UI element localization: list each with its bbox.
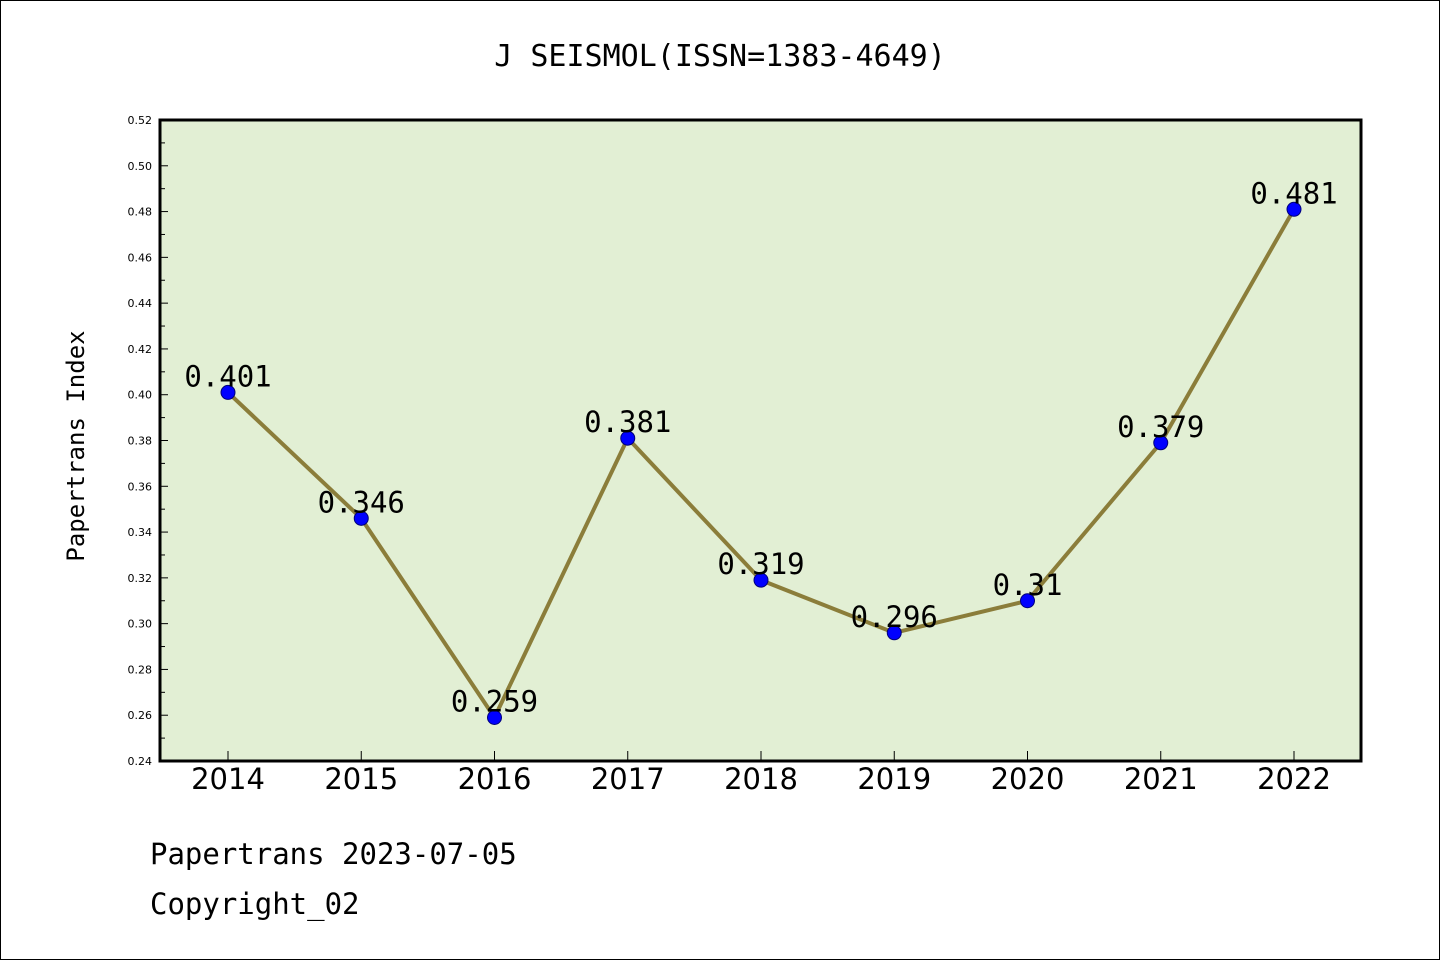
y-tick-label: 0.36: [128, 480, 153, 493]
y-tick-label: 0.32: [128, 572, 153, 585]
x-tick-label: 2018: [724, 762, 798, 796]
y-tick-label: 0.30: [128, 618, 153, 631]
y-tick-label: 0.46: [128, 251, 153, 264]
data-label-2022: 0.481: [1250, 176, 1337, 210]
data-point-2022: [1286, 201, 1302, 217]
data-labels-group: 0.401 0.346 0.259 0.381 0.319 0.296 0.31 0.379 0…: [184, 176, 1337, 718]
y-tick-label: 0.52: [128, 114, 153, 127]
data-point-2015: [353, 510, 369, 526]
y-tick-label: 0.34: [128, 526, 153, 539]
x-axis: 2014 2015 2016 2017 2018 2019 2020 2021 2022: [191, 751, 1331, 796]
data-label-2017: 0.381: [584, 405, 671, 439]
x-tick-label: 2016: [458, 762, 532, 796]
y-axis: 0.24 0.26 0.28 0.30 0.32 0.34 0.36 0.38 0.40 0.42…: [128, 114, 168, 768]
data-point-2016: [487, 710, 502, 726]
footer-date: Papertrans 2023-07-05: [150, 837, 517, 871]
y-tick-label: 0.44: [128, 297, 153, 310]
data-point-2021: [1153, 435, 1169, 451]
data-point-2019: [886, 625, 902, 641]
x-tick-label: 2021: [1124, 762, 1198, 796]
y-tick-label: 0.50: [128, 160, 153, 173]
x-tick-label: 2022: [1257, 762, 1331, 796]
y-tick-label: 0.28: [128, 663, 153, 676]
plot-border: [158, 118, 1363, 763]
data-label-2014: 0.401: [184, 359, 271, 393]
series-line-group: [220, 201, 1302, 726]
footer-copyright: Copyright_02: [150, 887, 360, 922]
data-point-2018: [753, 572, 769, 588]
data-label-2018: 0.319: [717, 547, 804, 581]
data-label-2020: 0.31: [993, 568, 1063, 602]
data-point-2017: [620, 430, 636, 446]
data-label-2015: 0.346: [318, 485, 405, 519]
y-axis-label: Papertrans Index: [62, 330, 90, 561]
x-tick-label: 2014: [191, 762, 265, 796]
data-point-2014: [220, 384, 236, 400]
x-tick-label: 2020: [991, 762, 1065, 796]
data-label-2019: 0.296: [851, 600, 938, 634]
data-label-2021: 0.379: [1117, 410, 1204, 444]
data-point-2020: [1020, 593, 1035, 609]
y-tick-label: 0.42: [128, 343, 153, 356]
y-tick-label: 0.38: [128, 435, 153, 448]
y-tick-label: 0.48: [128, 206, 153, 219]
x-tick-label: 2015: [324, 762, 398, 796]
x-tick-label: 2017: [591, 762, 665, 796]
x-tick-label: 2019: [857, 762, 931, 796]
y-tick-label: 0.40: [128, 389, 153, 402]
data-label-2016: 0.259: [451, 685, 538, 719]
y-tick-label: 0.26: [128, 709, 153, 722]
chart-title: J SEISMOL(ISSN=1383-4649): [494, 39, 946, 74]
y-tick-label: 0.24: [128, 755, 153, 768]
